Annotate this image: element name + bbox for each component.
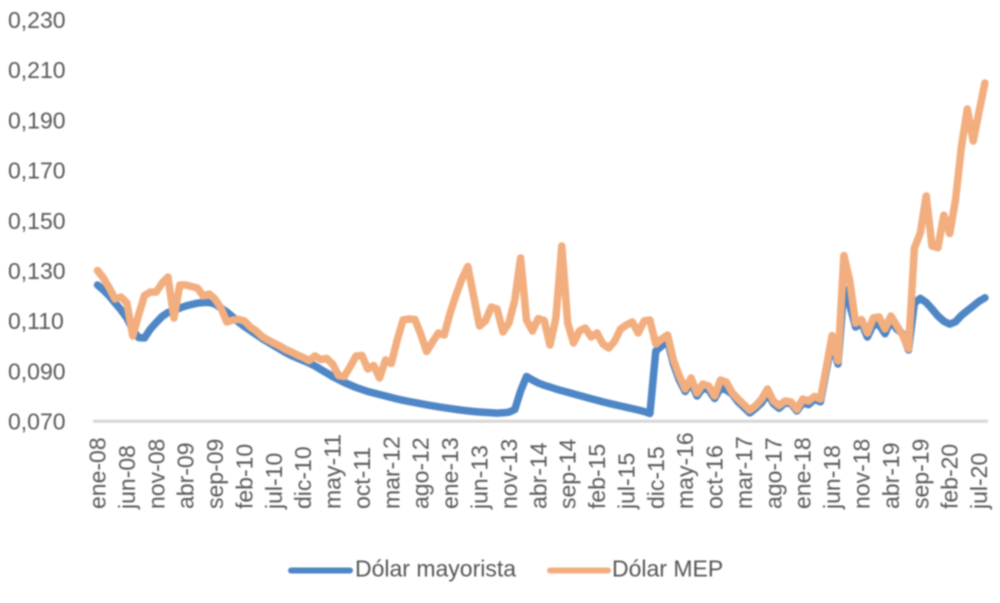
svg-text:mar-12: mar-12 — [378, 436, 404, 509]
svg-text:0,190: 0,190 — [8, 107, 66, 133]
svg-text:jun-18: jun-18 — [819, 445, 845, 510]
svg-text:sep-09: sep-09 — [202, 439, 228, 509]
svg-text:feb-10: feb-10 — [231, 444, 257, 509]
svg-text:abr-09: abr-09 — [173, 443, 199, 509]
svg-text:0,230: 0,230 — [8, 7, 66, 33]
svg-text:Dólar MEP: Dólar MEP — [612, 556, 723, 582]
svg-text:ene-18: ene-18 — [790, 437, 816, 509]
svg-text:nov-13: nov-13 — [496, 439, 522, 509]
svg-text:jul-10: jul-10 — [261, 453, 287, 510]
svg-text:abr-14: abr-14 — [525, 442, 551, 509]
svg-text:jul-20: jul-20 — [966, 453, 992, 510]
svg-text:ene-13: ene-13 — [437, 437, 463, 509]
svg-text:jun-13: jun-13 — [467, 445, 493, 510]
svg-text:ago-17: ago-17 — [760, 437, 786, 509]
svg-text:mar-17: mar-17 — [731, 436, 757, 509]
svg-text:Dólar mayorista: Dólar mayorista — [355, 556, 516, 582]
svg-text:jun-08: jun-08 — [114, 445, 140, 510]
svg-text:sep-19: sep-19 — [907, 439, 933, 509]
svg-text:feb-20: feb-20 — [937, 444, 963, 509]
svg-text:0,110: 0,110 — [8, 308, 64, 334]
svg-text:0,130: 0,130 — [8, 258, 66, 284]
svg-text:may-11: may-11 — [320, 434, 346, 509]
svg-text:jul-15: jul-15 — [613, 453, 639, 510]
svg-text:0,070: 0,070 — [8, 409, 66, 435]
svg-text:0,150: 0,150 — [8, 208, 66, 234]
svg-text:ene-08: ene-08 — [85, 437, 111, 509]
svg-text:oct-11: oct-11 — [349, 447, 375, 509]
svg-text:0,210: 0,210 — [8, 57, 66, 83]
svg-text:dic-10: dic-10 — [290, 446, 316, 509]
svg-text:0,170: 0,170 — [8, 158, 66, 184]
svg-text:nov-18: nov-18 — [849, 439, 875, 509]
svg-text:nov-08: nov-08 — [143, 439, 169, 509]
svg-text:sep-14: sep-14 — [555, 438, 581, 509]
svg-text:abr-19: abr-19 — [878, 443, 904, 509]
svg-text:feb-15: feb-15 — [584, 444, 610, 509]
svg-text:dic-15: dic-15 — [643, 446, 669, 509]
svg-text:ago-12: ago-12 — [408, 437, 434, 509]
svg-text:oct-16: oct-16 — [702, 445, 728, 509]
svg-text:0,090: 0,090 — [8, 358, 66, 384]
svg-text:may-16: may-16 — [672, 432, 698, 509]
